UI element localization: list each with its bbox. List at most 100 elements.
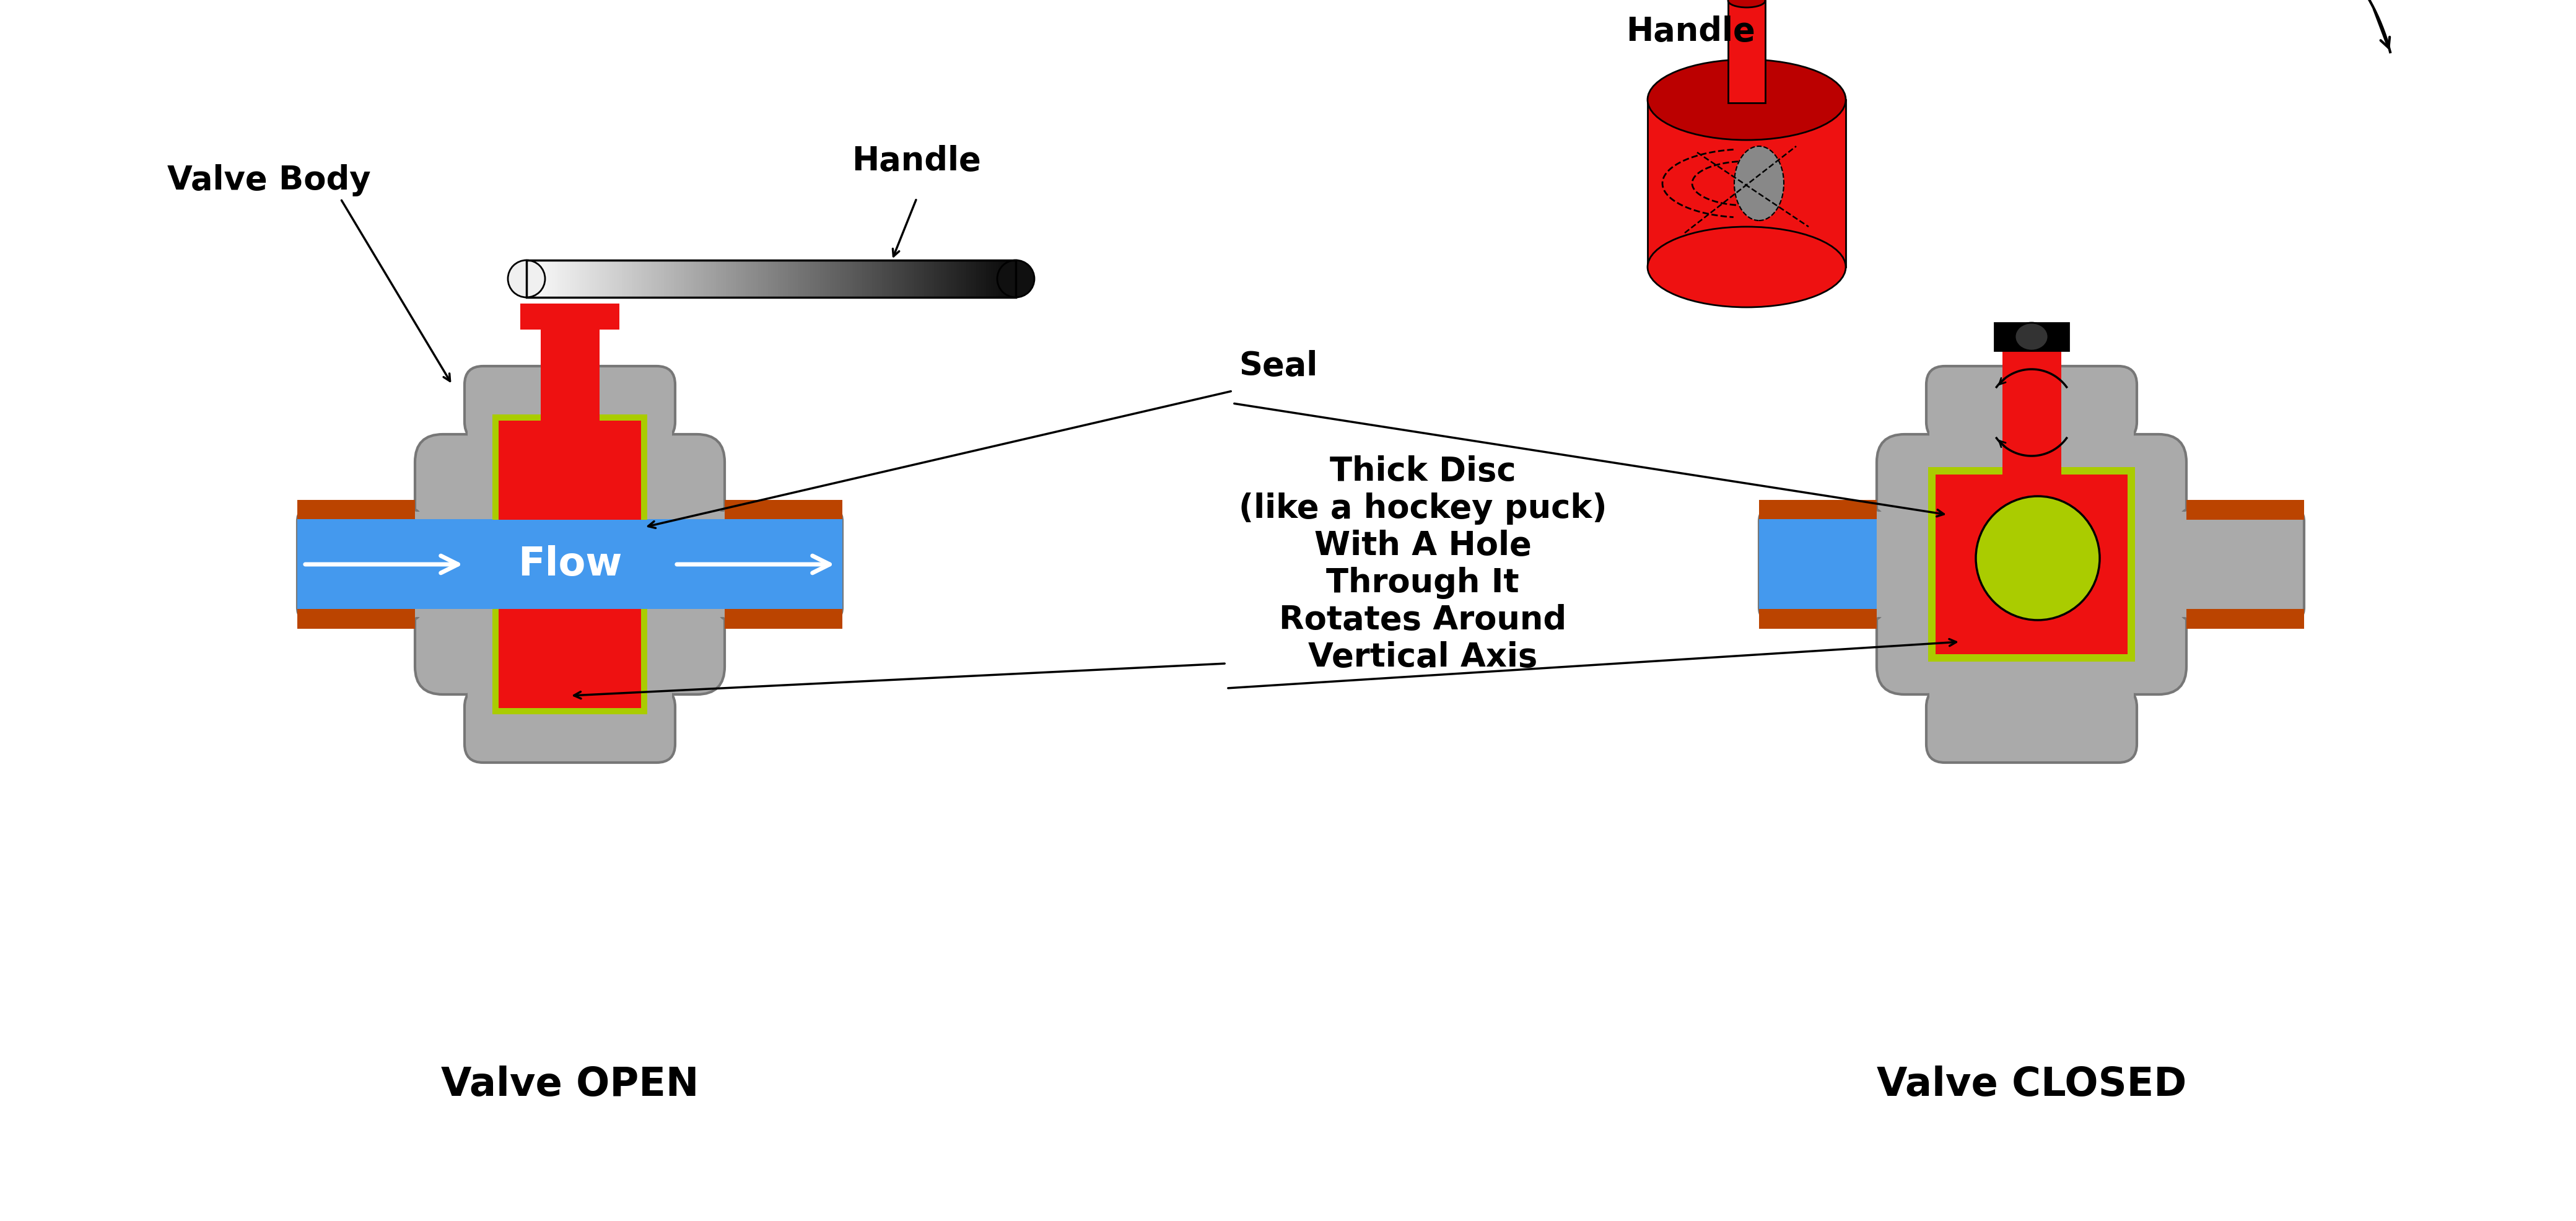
Bar <box>554 260 559 298</box>
Bar <box>840 260 842 298</box>
Bar <box>951 260 956 298</box>
Bar <box>796 260 799 298</box>
FancyBboxPatch shape <box>464 366 675 441</box>
Bar <box>994 260 997 298</box>
Ellipse shape <box>1734 147 1783 221</box>
Bar <box>845 260 848 298</box>
FancyBboxPatch shape <box>1759 509 1883 620</box>
Bar <box>848 260 850 298</box>
Bar <box>987 260 989 298</box>
Bar <box>963 260 966 298</box>
Bar <box>853 260 855 298</box>
Text: Thick Disc
(like a hockey puck)
With A Hole
Through It
Rotates Around
Vertical A: Thick Disc (like a hockey puck) With A H… <box>1239 455 1607 674</box>
Bar <box>961 260 963 298</box>
Bar <box>732 260 734 298</box>
Bar <box>559 260 564 298</box>
Bar <box>551 260 554 298</box>
Bar <box>618 260 623 298</box>
Bar <box>804 260 806 298</box>
Bar <box>1007 260 1012 298</box>
Bar <box>762 260 768 298</box>
Bar <box>747 260 752 298</box>
FancyBboxPatch shape <box>1927 689 2138 763</box>
Bar <box>822 260 827 298</box>
Bar <box>659 260 662 298</box>
Bar <box>590 260 592 298</box>
Bar <box>556 260 562 298</box>
Bar <box>850 260 853 298</box>
Bar <box>526 260 528 298</box>
Bar <box>706 260 708 298</box>
Bar <box>778 260 781 298</box>
Bar <box>714 512 724 617</box>
Bar <box>914 260 917 298</box>
Bar <box>752 260 757 298</box>
Bar <box>956 260 961 298</box>
Bar <box>675 260 677 298</box>
Text: Handle: Handle <box>1625 16 1757 48</box>
Bar <box>943 260 948 298</box>
Ellipse shape <box>507 260 546 298</box>
Bar <box>842 260 845 298</box>
Bar <box>971 260 974 298</box>
Bar <box>1002 260 1005 298</box>
Bar <box>724 609 842 629</box>
Bar <box>765 260 770 298</box>
Bar <box>1012 260 1018 298</box>
Bar <box>562 260 567 298</box>
Bar <box>1759 609 1878 629</box>
Bar <box>644 260 647 298</box>
Bar <box>708 260 711 298</box>
Bar <box>881 260 886 298</box>
Bar <box>626 260 631 298</box>
Bar <box>652 260 654 298</box>
FancyBboxPatch shape <box>2179 509 2303 620</box>
Bar <box>536 260 538 298</box>
Bar <box>582 260 585 298</box>
Bar <box>999 260 1002 298</box>
Bar <box>592 260 595 298</box>
Bar <box>577 260 580 298</box>
Bar <box>979 260 981 298</box>
Bar <box>598 260 600 298</box>
Bar <box>855 260 858 298</box>
Bar <box>1935 475 2128 654</box>
Bar <box>639 260 641 298</box>
Bar <box>2002 350 2061 475</box>
Bar <box>665 260 667 298</box>
Bar <box>693 260 698 298</box>
Circle shape <box>1976 496 2099 620</box>
Bar <box>742 260 744 298</box>
Bar <box>935 260 938 298</box>
Bar <box>569 260 574 298</box>
Bar <box>721 260 724 298</box>
Bar <box>526 260 1015 298</box>
Bar <box>541 260 544 298</box>
Bar <box>683 260 688 298</box>
Bar <box>647 260 649 298</box>
Bar <box>786 260 788 298</box>
FancyBboxPatch shape <box>415 435 724 695</box>
Text: Seal: Seal <box>1239 350 1316 382</box>
Bar <box>863 260 866 298</box>
Bar <box>523 260 526 298</box>
Bar <box>716 260 719 298</box>
Bar <box>801 260 804 298</box>
Bar <box>567 260 572 298</box>
Bar <box>791 260 793 298</box>
Bar <box>724 499 842 520</box>
Bar <box>757 260 762 298</box>
Text: Valve OPEN: Valve OPEN <box>440 1066 698 1104</box>
Bar <box>953 260 958 298</box>
Bar <box>889 260 894 298</box>
Bar <box>958 260 963 298</box>
Bar <box>492 609 647 714</box>
Bar <box>585 260 587 298</box>
Bar <box>616 260 621 298</box>
Bar <box>873 260 876 298</box>
Bar <box>945 260 951 298</box>
Bar <box>809 260 811 298</box>
Bar <box>966 260 969 298</box>
FancyBboxPatch shape <box>464 689 675 763</box>
Bar <box>1929 429 2133 443</box>
